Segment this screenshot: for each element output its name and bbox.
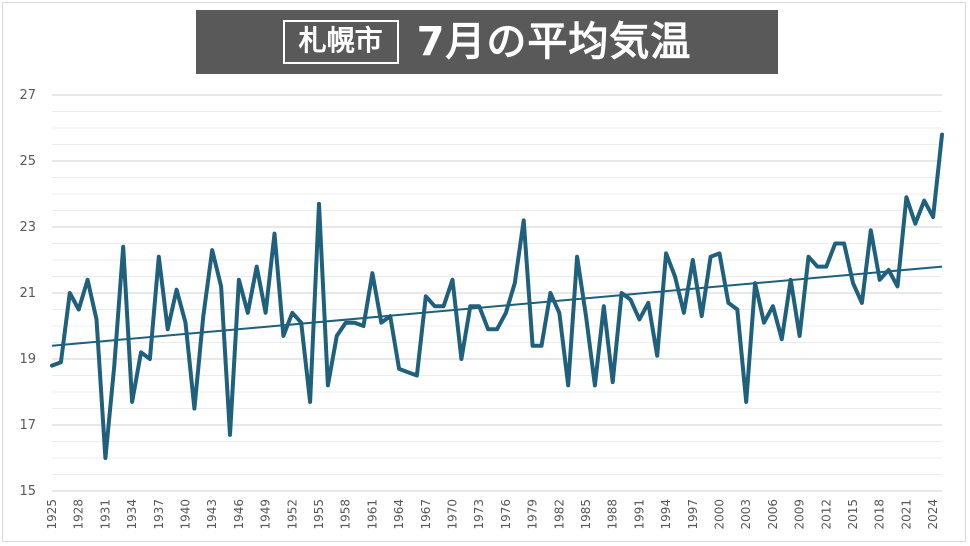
x-tick-label: 1955: [312, 499, 326, 530]
y-tick-label: 15: [19, 484, 36, 499]
x-tick-label: 1961: [365, 499, 379, 530]
x-tick-label: 1952: [285, 499, 299, 530]
x-tick-label: 1949: [259, 499, 273, 530]
x-tick-label: 1997: [686, 499, 700, 530]
x-tick-label: 2009: [793, 499, 807, 530]
x-tick-label: 1973: [472, 499, 486, 530]
x-tick-label: 1937: [152, 499, 166, 530]
y-tick-label: 19: [19, 352, 36, 367]
y-axis-ticks: 15 17 19 21 23 25 27: [19, 88, 36, 499]
grid-lines: [52, 94, 942, 492]
x-tick-label: 1985: [579, 499, 593, 530]
x-tick-label: 1940: [179, 499, 193, 530]
y-tick-label: 17: [19, 418, 36, 433]
chart-title: 7月の平均気温: [416, 19, 692, 65]
x-tick-label: 1979: [526, 499, 540, 530]
x-tick-label: 2006: [766, 499, 780, 530]
series-layer: [50, 132, 944, 460]
trend-line: [51, 265, 943, 347]
city-label: 札幌市: [282, 20, 399, 64]
y-tick-label: 21: [19, 286, 36, 301]
x-tick-label: 2015: [846, 499, 860, 530]
x-tick-label: 1946: [232, 499, 246, 530]
x-tick-label: 2003: [739, 499, 753, 530]
y-tick-label: 25: [19, 154, 36, 169]
x-tick-label: 1934: [125, 499, 139, 530]
x-tick-label: 1994: [659, 499, 673, 530]
y-tick-label: 27: [19, 88, 36, 103]
x-tick-label: 1964: [392, 499, 406, 530]
x-tick-label: 1943: [205, 499, 219, 530]
x-tick-label: 2021: [899, 499, 913, 530]
x-tick-label: 2018: [873, 499, 887, 530]
x-tick-label: 1988: [606, 499, 620, 530]
x-tick-label: 2012: [819, 499, 833, 530]
x-tick-label: 1976: [499, 499, 513, 530]
x-tick-label: 1931: [98, 499, 112, 530]
x-tick-label: 1928: [72, 499, 86, 530]
temperature-series-line: [50, 132, 944, 460]
title-banner: 札幌市 7月の平均気温: [196, 10, 778, 74]
y-tick-label: 23: [19, 220, 36, 235]
x-tick-label: 1925: [45, 499, 59, 530]
x-tick-label: 1982: [552, 499, 566, 530]
x-tick-label: 1991: [632, 499, 646, 530]
x-tick-label: 2000: [713, 499, 727, 530]
x-axis-ticks: 1925 1928 1931 1934 1937 1940 1943 1946 1949 1952…: [45, 499, 940, 530]
x-tick-label: 2024: [926, 499, 940, 530]
x-tick-label: 1967: [419, 499, 433, 530]
x-tick-label: 1958: [339, 499, 353, 530]
x-tick-label: 1970: [446, 499, 460, 530]
